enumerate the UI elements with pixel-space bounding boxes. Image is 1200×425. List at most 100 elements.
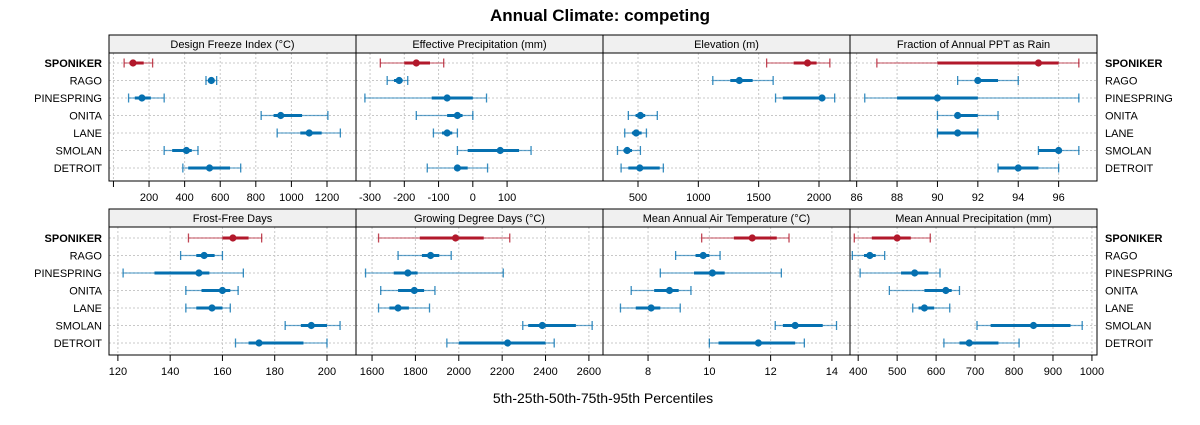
median-point — [451, 234, 460, 242]
x-tick-label: 94 — [1012, 192, 1024, 204]
median-point — [410, 286, 418, 295]
percentile-mark — [936, 111, 999, 120]
row-label-left: RAGO — [70, 76, 103, 88]
percentile-mark — [774, 93, 836, 103]
x-axis-label: 5th-25th-50th-75th-95th Percentiles — [493, 390, 713, 406]
median-point — [277, 111, 285, 120]
median-point — [208, 304, 216, 312]
percentile-mark — [888, 286, 961, 295]
percentile-mark — [701, 233, 790, 243]
x-tick-label: 200 — [140, 192, 158, 204]
median-point — [748, 234, 756, 242]
median-point — [138, 94, 146, 102]
x-tick-label: 1600 — [360, 366, 384, 378]
percentile-mark — [446, 338, 555, 348]
row-label-right: RAGO — [1105, 251, 1138, 263]
x-tick-label: 0 — [470, 192, 476, 204]
median-point — [818, 94, 826, 102]
x-tick-label: 1800 — [403, 366, 427, 378]
row-label-left: SMOLAN — [56, 146, 103, 158]
x-tick-label: 2200 — [490, 366, 514, 378]
x-tick-label: 1000 — [1080, 366, 1104, 378]
median-point — [195, 269, 203, 277]
percentile-mark — [853, 233, 931, 243]
median-point — [255, 339, 263, 347]
x-tick-label: 2000 — [447, 366, 471, 378]
x-tick-label: 120 — [109, 366, 127, 378]
percentile-mark — [859, 268, 941, 278]
row-label-right: SMOLAN — [1105, 321, 1152, 333]
percentile-mark — [659, 268, 783, 278]
median-point — [791, 321, 799, 330]
panel: Growing Degree Days (°C) 1600 1800 2000 2200… — [355, 208, 604, 378]
percentile-mark — [912, 303, 951, 313]
median-point — [1034, 59, 1043, 67]
median-point — [632, 129, 640, 137]
panel-border — [108, 52, 357, 182]
row-label-left: ONITA — [69, 111, 102, 123]
x-tick-label: -300 — [359, 192, 381, 204]
percentile-mark — [284, 321, 341, 330]
panel-title: Mean Annual Air Temperature (°C) — [643, 213, 810, 225]
row-label-right: PINESPRING — [1105, 93, 1173, 105]
x-tick-label: 800 — [1005, 366, 1023, 378]
percentile-mark — [187, 233, 263, 243]
x-tick-label: 14 — [826, 366, 838, 378]
row-label-right: ONITA — [1105, 286, 1138, 298]
x-tick-label: 400 — [849, 366, 867, 378]
x-tick-label: 1000 — [686, 192, 710, 204]
median-point — [893, 234, 901, 242]
panel-title: Frost-Free Days — [193, 213, 273, 225]
x-axis: 86 88 90 92 94 96 — [851, 181, 1065, 204]
row-label-right: LANE — [1105, 303, 1134, 315]
median-point — [636, 111, 645, 120]
median-point — [636, 164, 644, 172]
percentile-mark — [185, 286, 239, 295]
percentile-mark — [620, 163, 664, 173]
x-tick-label: -100 — [428, 192, 450, 204]
percentile-mark — [127, 93, 165, 103]
x-tick-label: 2000 — [807, 192, 831, 204]
x-tick-label: 2400 — [533, 366, 557, 378]
median-point — [803, 59, 812, 67]
median-point — [933, 94, 942, 102]
percentile-mark — [276, 128, 341, 138]
median-point — [954, 111, 962, 120]
median-point — [920, 304, 929, 312]
median-point — [443, 129, 451, 137]
gridlines — [356, 53, 603, 181]
row-label-left: ONITA — [69, 286, 102, 298]
row-label-right: SPONIKER — [1105, 58, 1163, 70]
panel-title: Mean Annual Precipitation (mm) — [895, 213, 1052, 225]
percentile-mark — [122, 268, 244, 278]
row-label-right: DETROIT — [1105, 338, 1154, 350]
x-tick-label: 90 — [931, 192, 943, 204]
median-point — [182, 146, 191, 155]
percentile-mark — [851, 251, 886, 260]
x-tick-label: 700 — [966, 366, 984, 378]
x-axis: 200 400 600 800 1000 1200 — [112, 181, 339, 204]
median-point — [623, 146, 631, 155]
percentile-mark — [260, 111, 329, 120]
percentile-mark — [163, 146, 199, 155]
x-axis: -300 -200 -100 0 100 — [359, 181, 516, 204]
median-point — [1055, 146, 1063, 155]
x-tick-label: 400 — [175, 192, 193, 204]
percentile-mark — [956, 76, 1019, 85]
percentile-mark — [415, 111, 474, 120]
percentile-mark — [432, 128, 459, 138]
row-label-left: DETROIT — [54, 163, 103, 175]
panel-border — [849, 226, 1098, 356]
row-label-right: PINESPRING — [1105, 268, 1173, 280]
median-point — [426, 251, 435, 260]
percentile-mark — [397, 251, 452, 260]
percentile-mark — [765, 58, 831, 68]
x-tick-label: 96 — [1053, 192, 1065, 204]
percentile-mark — [876, 58, 1080, 68]
row-label-left: LANE — [73, 128, 102, 140]
percentile-mark — [976, 321, 1083, 330]
median-point — [200, 251, 208, 260]
median-point — [443, 94, 451, 102]
panel-border — [355, 52, 604, 182]
percentile-mark — [864, 93, 1080, 103]
